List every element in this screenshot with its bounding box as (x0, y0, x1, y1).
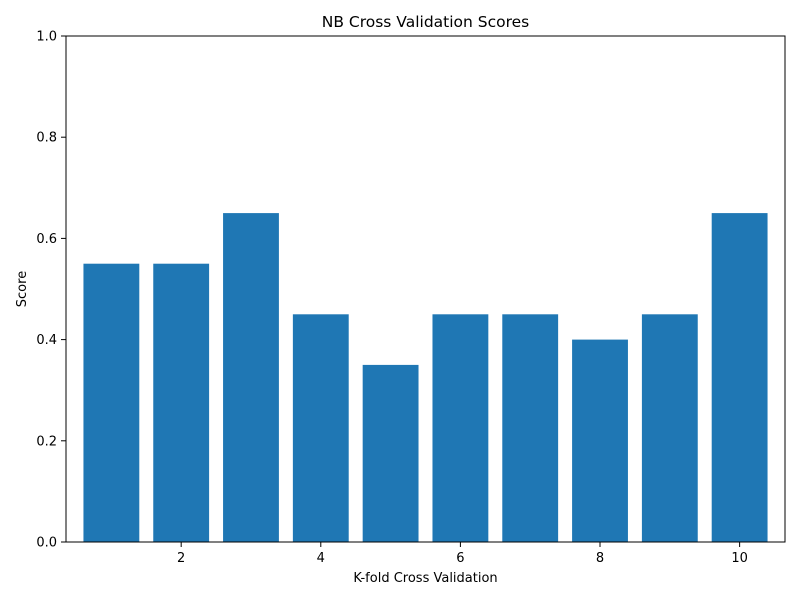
bar-fold-1 (83, 263, 140, 542)
y-tick-label: 0.6 (36, 232, 57, 247)
bar-fold-3 (223, 213, 279, 542)
x-tick-label: 10 (731, 551, 748, 566)
x-tick-label: 8 (596, 551, 604, 566)
bars-group (83, 213, 768, 542)
y-tick-label: 0.4 (36, 333, 57, 348)
bar-fold-5 (362, 364, 419, 542)
x-tick-label: 6 (456, 551, 464, 566)
x-axis-label: K-fold Cross Validation (353, 571, 497, 586)
y-axis-ticks: 0.0 0.2 0.4 0.6 0.8 1.0 (36, 30, 66, 551)
x-tick-label: 4 (317, 551, 325, 566)
bar-fold-2 (153, 263, 210, 542)
chart-title: NB Cross Validation Scores (322, 13, 530, 31)
bar-fold-9 (641, 314, 698, 542)
x-tick-label: 2 (177, 551, 185, 566)
x-axis-ticks: 2 4 6 8 10 (177, 542, 748, 566)
bar-fold-8 (572, 339, 628, 542)
y-tick-label: 1.0 (36, 30, 57, 45)
plot-frame (65, 35, 786, 543)
y-tick-label: 0.2 (36, 434, 57, 449)
bar-fold-4 (292, 314, 349, 542)
y-tick-label: 0.8 (36, 131, 57, 146)
bar-fold-6 (432, 314, 489, 542)
y-axis-label: Score (15, 271, 30, 307)
bar-fold-10 (711, 213, 768, 542)
bar-fold-7 (502, 314, 559, 542)
y-tick-label: 0.0 (36, 536, 57, 551)
